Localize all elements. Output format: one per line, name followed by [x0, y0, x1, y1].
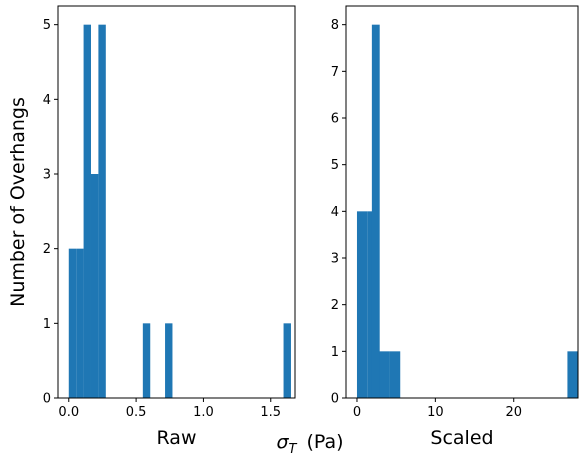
scaled-y-ticks: 0 1 2 3 4 5 6 7 8: [331, 18, 346, 407]
raw-bin-bar: [165, 323, 173, 398]
raw-x-tick-label: 0.0: [58, 405, 79, 420]
scaled-y-tick-label: 8: [331, 18, 339, 33]
raw-bars: [68, 24, 291, 399]
raw-x-tick-label: 0.5: [126, 405, 147, 420]
raw-y-tick-label: 4: [43, 93, 51, 108]
scaled-y-tick-label: 0: [331, 392, 339, 407]
scaled-x-tick-label: 0: [353, 405, 361, 420]
scaled-y-tick-label: 4: [331, 205, 339, 220]
scaled-bin-bar: [389, 351, 401, 398]
raw-y-tick-label: 3: [43, 168, 51, 183]
shared-stress-axis-label: σT (Pa): [276, 431, 343, 456]
raw-y-tick-label: 5: [43, 18, 51, 33]
raw-histogram-panel: 0.0 0.5 1.0 1.5 0 1 2 3 4 5 Raw Number of Overha…: [7, 5, 296, 449]
y-axis-label: Number of Overhangs: [7, 97, 29, 307]
scaled-bars: [356, 24, 578, 399]
raw-x-axis-label: Raw: [157, 427, 197, 449]
raw-x-tick-label: 1.5: [260, 405, 281, 420]
scaled-y-tick-label: 6: [331, 112, 339, 127]
scaled-bin-bar: [567, 351, 578, 398]
scaled-y-tick-label: 2: [331, 298, 339, 313]
scaled-axes-frame: [345, 5, 579, 399]
scaled-x-axis-label: Scaled: [430, 427, 493, 449]
raw-y-tick-label: 2: [43, 242, 51, 257]
sigma-subscript: T: [289, 442, 298, 456]
scaled-y-tick-label: 1: [331, 345, 339, 360]
scaled-y-tick-label: 5: [331, 158, 339, 173]
scaled-histogram-panel: 0 10 20 0 1 2 3 4 5 6 7 8 Scaled: [331, 5, 579, 449]
scaled-bin-bar: [378, 351, 390, 398]
raw-bin-bar: [90, 174, 99, 398]
raw-bin-bar: [283, 323, 291, 398]
raw-bin-bar: [83, 24, 91, 399]
stress-unit: (Pa): [306, 431, 343, 453]
scaled-bin-bar: [356, 211, 368, 398]
raw-bin-bar: [142, 323, 151, 398]
scaled-bin-bar: [371, 24, 380, 399]
raw-bin-bar: [68, 248, 77, 398]
raw-bin-bar: [76, 248, 84, 398]
scaled-x-ticks: 0 10 20: [353, 398, 522, 420]
scaled-x-tick-label: 20: [505, 405, 522, 420]
scaled-y-tick-label: 7: [331, 65, 339, 80]
scaled-x-tick-label: 10: [427, 405, 444, 420]
raw-x-ticks: 0.0 0.5 1.0 1.5: [58, 398, 281, 420]
raw-y-tick-label: 0: [43, 392, 51, 407]
raw-x-tick-label: 1.0: [193, 405, 214, 420]
raw-y-ticks: 0 1 2 3 4 5: [43, 18, 58, 407]
raw-bin-bar: [98, 24, 106, 399]
scaled-y-tick-label: 3: [331, 252, 339, 267]
raw-axes-frame: [57, 5, 296, 399]
raw-y-tick-label: 1: [43, 317, 51, 332]
sigma-symbol: σ: [276, 431, 289, 453]
